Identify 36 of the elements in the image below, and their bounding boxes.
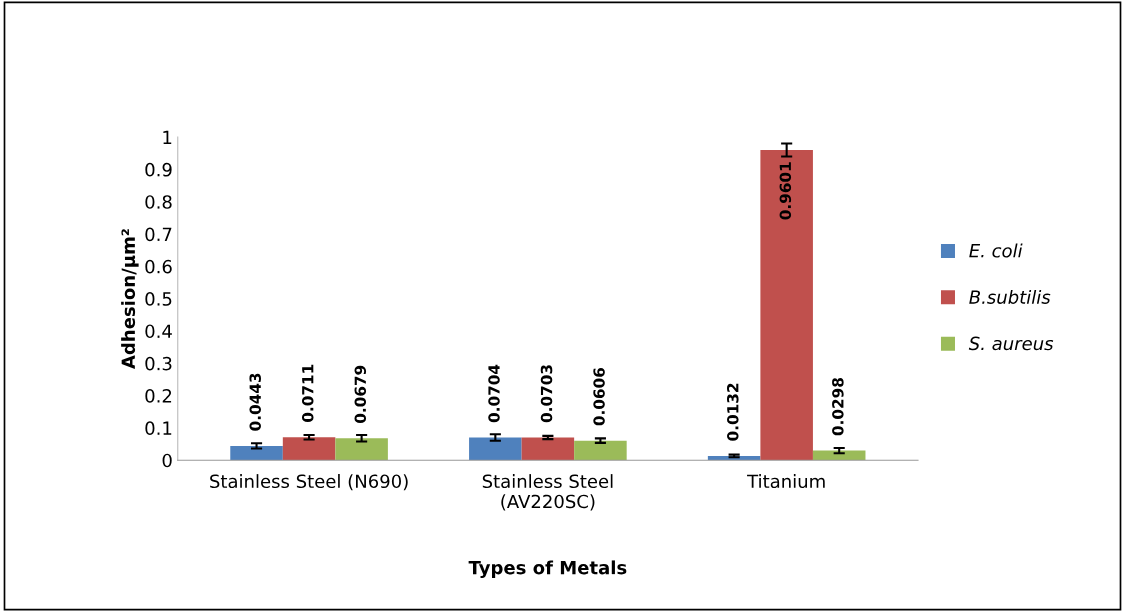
bar bbox=[574, 440, 627, 461]
data-label: 0.9601 bbox=[779, 162, 792, 220]
x-tick-label: Titanium bbox=[747, 474, 825, 489]
x-tick-label: Stainless Steel (N690) bbox=[210, 474, 408, 491]
y-tick-label: 0.4 bbox=[145, 324, 172, 339]
data-label: 0.0132 bbox=[727, 383, 739, 441]
x-axis-title: Types of Metals bbox=[468, 560, 627, 579]
legend-label: S. aureus bbox=[968, 336, 1054, 351]
y-tick-label: 0.2 bbox=[145, 389, 172, 403]
bar bbox=[282, 437, 336, 461]
y-tick-label: 0.7 bbox=[145, 227, 172, 242]
data-label: 0.0704 bbox=[488, 364, 500, 423]
y-tick-label: 0.5 bbox=[145, 292, 172, 306]
data-label: 0.0443 bbox=[249, 373, 261, 431]
data-label: 0.0679 bbox=[354, 365, 367, 424]
bar bbox=[335, 438, 388, 461]
legend-label: B.subtilis bbox=[969, 289, 1051, 304]
bar bbox=[521, 437, 575, 461]
bar bbox=[812, 450, 866, 461]
data-label: 0.0703 bbox=[540, 365, 553, 423]
data-label: 0.0711 bbox=[301, 364, 314, 422]
bar bbox=[230, 445, 283, 461]
y-tick-label: 0 bbox=[162, 453, 172, 468]
y-tick-label: 0.9 bbox=[145, 162, 172, 177]
bar bbox=[760, 149, 813, 461]
y-axis-title: Adhesion/μm² bbox=[121, 229, 139, 369]
bar bbox=[469, 437, 522, 461]
y-tick-label: 1 bbox=[163, 130, 172, 144]
legend-label: E. coli bbox=[969, 243, 1023, 258]
x-tick-label: Stainless Steel (AV220SC) bbox=[482, 474, 613, 511]
data-label: 0.0606 bbox=[593, 367, 605, 426]
data-label: 0.0298 bbox=[832, 378, 844, 436]
y-tick-label: 0.1 bbox=[145, 421, 172, 436]
y-tick-label: 0.6 bbox=[145, 259, 172, 274]
y-tick-label: 0.3 bbox=[145, 356, 172, 371]
y-tick-label: 0.8 bbox=[145, 195, 172, 209]
